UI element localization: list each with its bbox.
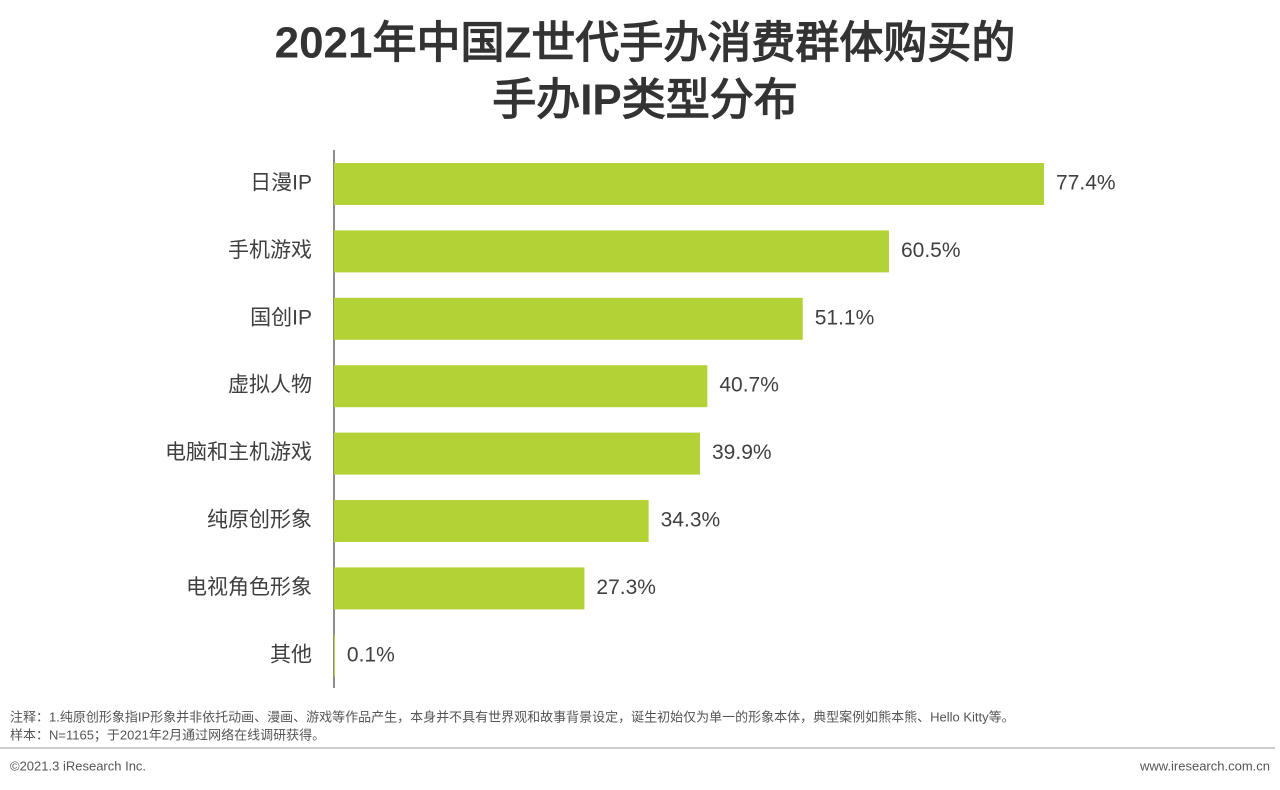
value-label: 39.9% — [712, 441, 772, 464]
note: 样本：N=1165；于2021年2月通过网络在线调研获得。 — [10, 727, 325, 743]
chart-title: 手办IP类型分布 — [492, 76, 798, 125]
bar — [334, 567, 585, 610]
value-label: 27.3% — [596, 576, 656, 599]
value-label: 51.1% — [815, 306, 875, 329]
y-tick-label: 国创IP — [250, 306, 312, 329]
note: 注释：1.纯原创形象指IP形象并非依托动画、漫画、游戏等作品产生，本身并不具有世… — [10, 709, 1015, 724]
value-label: 77.4% — [1056, 172, 1116, 195]
website: www.iresearch.com.cn — [1139, 758, 1270, 773]
copyright: ©2021.3 iResearch Inc. — [10, 758, 146, 773]
y-tick-label: 虚拟人物 — [228, 374, 312, 397]
bar — [334, 500, 649, 542]
value-label: 60.5% — [901, 239, 961, 262]
value-label: 40.7% — [719, 374, 779, 397]
y-tick-label: 纯原创形象 — [207, 509, 312, 532]
value-label: 34.3% — [661, 509, 721, 532]
bar — [334, 432, 701, 475]
y-tick-label: 电脑和主机游戏 — [165, 441, 312, 464]
bar — [334, 230, 889, 273]
bar — [334, 163, 1044, 205]
y-tick-label: 手机游戏 — [228, 239, 312, 262]
y-tick-label: 电视角色形象 — [186, 576, 312, 599]
value-label: 0.1% — [347, 643, 395, 666]
bar — [334, 297, 803, 340]
chart-title: 2021年中国Z世代手办消费群体购买的 — [275, 19, 1016, 68]
y-tick-label: 日漫IP — [250, 172, 312, 195]
bar — [334, 365, 708, 408]
y-tick-label: 其他 — [270, 643, 312, 666]
bar — [334, 634, 335, 677]
